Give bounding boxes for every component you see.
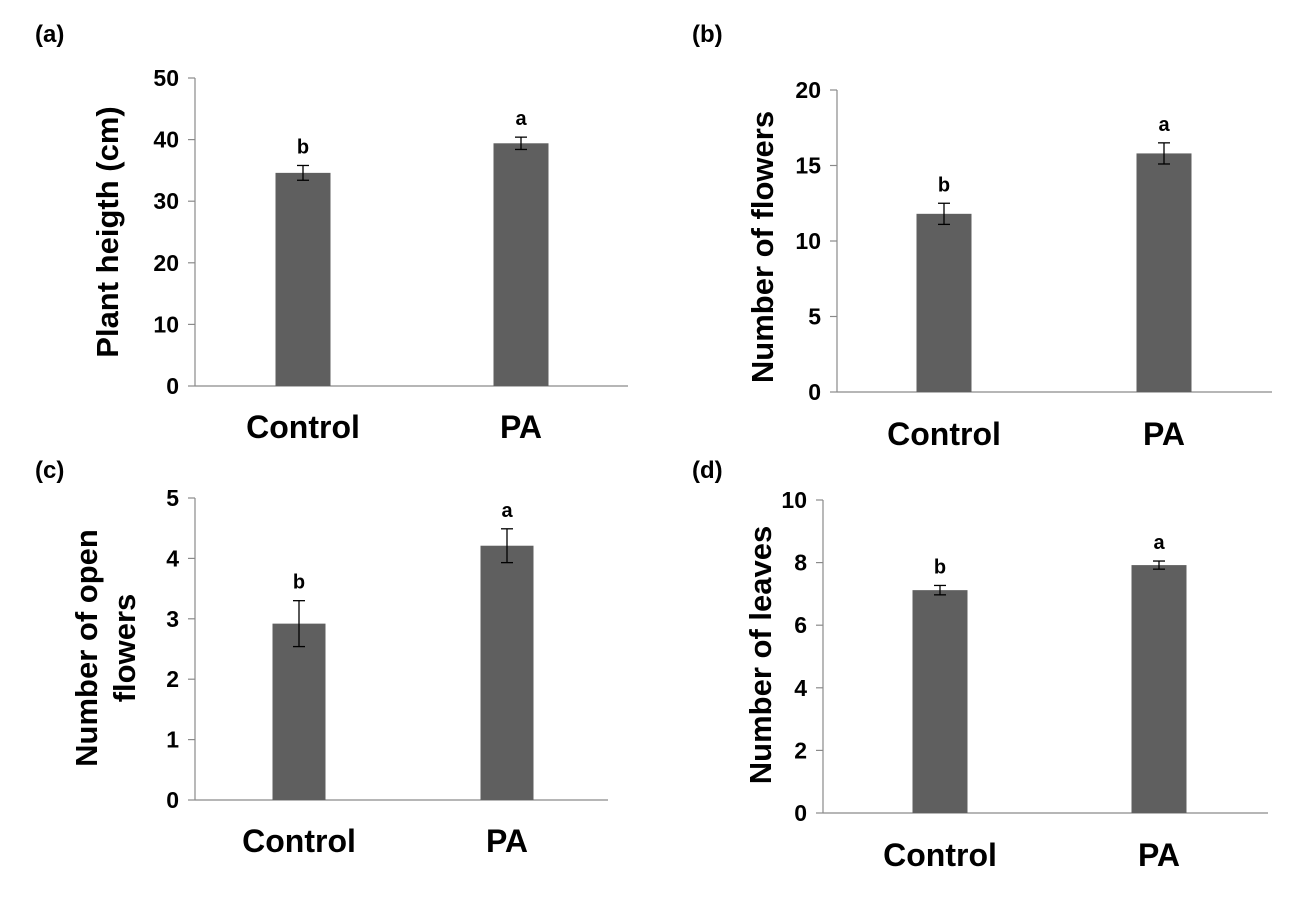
bar bbox=[480, 545, 534, 800]
y-tick-label: 2 bbox=[794, 737, 807, 763]
x-tick-label: PA bbox=[1138, 837, 1180, 873]
y-tick-label: 40 bbox=[153, 127, 179, 153]
panel-label: (d) bbox=[692, 457, 723, 484]
bar bbox=[1131, 565, 1187, 813]
y-tick-label: 2 bbox=[166, 666, 179, 692]
y-axis-label-line: flowers bbox=[107, 594, 142, 703]
y-tick-label: 15 bbox=[795, 153, 821, 179]
significance-letter: a bbox=[501, 500, 513, 522]
x-tick-label: PA bbox=[500, 409, 542, 445]
bar bbox=[916, 213, 972, 392]
y-tick-label: 5 bbox=[166, 485, 179, 511]
significance-letter: a bbox=[515, 108, 527, 130]
x-tick-label: PA bbox=[486, 823, 528, 859]
y-tick-label: 0 bbox=[794, 800, 807, 826]
y-axis-label: Plant heigth (cm) bbox=[90, 106, 125, 357]
y-tick-label: 10 bbox=[781, 487, 807, 513]
bar bbox=[912, 590, 968, 813]
significance-letter: a bbox=[1153, 532, 1165, 554]
y-tick-label: 3 bbox=[166, 606, 179, 632]
x-tick-label: Control bbox=[242, 823, 356, 859]
chart-panel-b: (b) 0 5 10 15 20 b Control a PA Number of flowers bbox=[692, 21, 1272, 452]
y-tick-label: 4 bbox=[794, 675, 807, 701]
chart-panel-a: (a) 0 10 20 30 40 50 b Control a PA Plant heigth (c… bbox=[35, 21, 628, 445]
x-tick-label: Control bbox=[883, 837, 997, 873]
y-tick-label: 10 bbox=[795, 228, 821, 254]
x-tick-label: Control bbox=[887, 416, 1001, 452]
y-tick-label: 6 bbox=[794, 612, 807, 638]
y-tick-label: 0 bbox=[808, 379, 821, 405]
x-tick-label: PA bbox=[1143, 416, 1185, 452]
bar bbox=[272, 623, 326, 800]
x-tick-label: Control bbox=[246, 409, 360, 445]
y-tick-label: 20 bbox=[153, 250, 179, 276]
bar bbox=[493, 143, 549, 386]
y-tick-label: 8 bbox=[794, 550, 807, 576]
significance-letter: b bbox=[934, 556, 946, 578]
y-axis-label: Number of flowers bbox=[745, 111, 780, 383]
y-tick-label: 0 bbox=[166, 373, 179, 399]
y-axis-label-line: Number of flowers bbox=[745, 111, 780, 383]
panel-label: (b) bbox=[692, 21, 723, 48]
chart-panel-c: (c) 0 1 2 3 4 5 b Control a PA Number of openflower… bbox=[35, 457, 608, 859]
bar bbox=[1136, 153, 1192, 392]
significance-letter: a bbox=[1158, 114, 1170, 136]
y-tick-label: 1 bbox=[166, 727, 179, 753]
y-tick-label: 0 bbox=[166, 787, 179, 813]
bar bbox=[275, 172, 331, 386]
y-axis-label-line: Number of open bbox=[69, 529, 104, 767]
significance-letter: b bbox=[297, 136, 309, 158]
y-tick-label: 20 bbox=[795, 77, 821, 103]
y-tick-label: 4 bbox=[166, 545, 179, 571]
significance-letter: b bbox=[293, 572, 305, 594]
y-axis-label-line: Number of leaves bbox=[743, 526, 778, 784]
y-axis-label-line: Plant heigth (cm) bbox=[90, 106, 125, 357]
y-tick-label: 30 bbox=[153, 188, 179, 214]
panel-label: (c) bbox=[35, 457, 64, 484]
y-axis-label: Number of openflowers bbox=[69, 529, 142, 767]
significance-letter: b bbox=[938, 174, 950, 196]
chart-panel-d: (d) 0 2 4 6 8 10 b Control a PA Number of leaves bbox=[692, 457, 1268, 873]
panel-label: (a) bbox=[35, 21, 64, 48]
y-tick-label: 5 bbox=[808, 304, 821, 330]
y-axis-label: Number of leaves bbox=[743, 526, 778, 784]
y-tick-label: 50 bbox=[153, 65, 179, 91]
y-tick-label: 10 bbox=[153, 311, 179, 337]
